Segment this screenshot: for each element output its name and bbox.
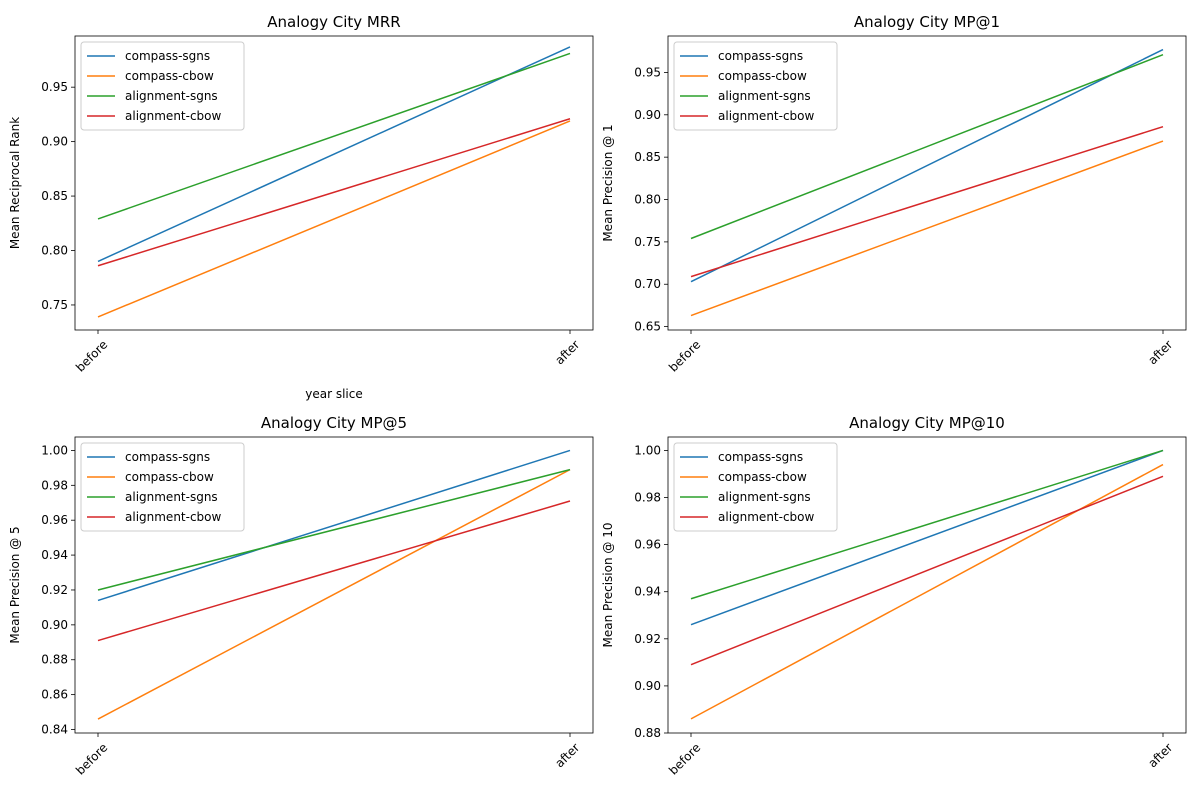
series-line-compass-sgns (690, 48, 1164, 283)
axes-frame (667, 35, 1187, 331)
chart-title: Analogy City MP@1 (854, 13, 1000, 31)
legend-label-alignment-sgns: alignment-sgns (718, 89, 811, 103)
y-tick-label: 0.88 (634, 726, 661, 740)
series-line-compass-sgns (97, 449, 571, 602)
y-tick-label: 0.80 (634, 193, 661, 207)
series-line-alignment-cbow (97, 500, 571, 642)
series-line-alignment-cbow (690, 125, 1164, 278)
legend: compass-sgns compass-cbow alignment-sgns al… (80, 442, 245, 532)
series-line-alignment-sgns (97, 468, 571, 591)
legend-label-alignment-sgns: alignment-sgns (125, 89, 218, 103)
legend-label-compass-cbow: compass-cbow (125, 470, 214, 484)
legend-label-alignment-cbow: alignment-cbow (718, 510, 815, 524)
x-tick-label-after: after (552, 337, 582, 367)
legend-box (673, 41, 838, 131)
y-axis-label: Mean Precision @ 10 (601, 523, 615, 648)
y-tick-label: 0.98 (41, 478, 68, 492)
legend-label-alignment-cbow: alignment-cbow (718, 109, 815, 123)
series-line-compass-cbow (690, 140, 1164, 317)
y-axis-label: Mean Precision @ 1 (601, 124, 615, 241)
y-tick-label: 0.92 (41, 583, 68, 597)
y-tick-label: 0.80 (41, 244, 68, 258)
legend: compass-sgns compass-cbow alignment-sgns al… (673, 442, 838, 532)
y-tick-label: 0.70 (634, 277, 661, 291)
chart-panel-1: Analogy City MRR 0.75 0.80 0.85 0.90 0.95 befo… (8, 13, 594, 401)
y-axis-label: Mean Precision @ 5 (8, 526, 22, 643)
legend-box (673, 442, 838, 532)
legend-label-alignment-cbow: alignment-cbow (125, 510, 222, 524)
x-tick-label-after: after (1145, 337, 1175, 367)
axes-frame (667, 436, 1187, 734)
legend-label-compass-sgns: compass-sgns (718, 49, 803, 63)
legend-label-compass-cbow: compass-cbow (125, 69, 214, 83)
axes-frame (74, 35, 594, 331)
chart-title: Analogy City MP@5 (261, 414, 407, 432)
y-tick-label: 0.90 (634, 108, 661, 122)
legend-box (80, 442, 245, 532)
series-line-alignment-sgns (690, 449, 1164, 600)
y-tick-label: 0.65 (634, 320, 661, 334)
y-tick-label: 0.88 (41, 653, 68, 667)
series-line-alignment-sgns (690, 53, 1164, 240)
y-tick-label: 0.95 (634, 65, 661, 79)
series-line-compass-cbow (97, 120, 571, 318)
x-tick-label-before: before (666, 337, 703, 374)
y-tick-label: 0.92 (634, 632, 661, 646)
y-tick-label: 1.00 (41, 443, 68, 457)
y-tick-label: 0.90 (41, 135, 68, 149)
legend: compass-sgns compass-cbow alignment-sgns al… (80, 41, 245, 131)
y-tick-label: 0.95 (41, 80, 68, 94)
y-tick-label: 0.90 (634, 679, 661, 693)
x-tick-label-after: after (1145, 740, 1175, 770)
y-tick-label: 0.94 (41, 548, 68, 562)
legend-label-alignment-sgns: alignment-sgns (718, 490, 811, 504)
x-tick-label-before: before (73, 337, 110, 374)
series-line-compass-sgns (690, 449, 1164, 626)
y-tick-label: 0.96 (634, 538, 661, 552)
chart-title: Analogy City MP@10 (849, 414, 1005, 432)
chart-panel-4: Analogy City MP@10 0.88 0.90 0.92 0.94 0.96 0.… (601, 414, 1187, 778)
y-tick-label: 0.84 (41, 723, 68, 737)
chart-title: Analogy City MRR (267, 13, 400, 31)
y-tick-label: 0.75 (41, 298, 68, 312)
legend-label-compass-sgns: compass-sgns (125, 49, 210, 63)
legend-label-compass-sgns: compass-sgns (125, 450, 210, 464)
chart-panel-2: Analogy City MP@1 0.65 0.70 0.75 0.80 0.85 0.9… (601, 13, 1187, 375)
x-axis-label: year slice (305, 387, 363, 401)
legend-label-compass-cbow: compass-cbow (718, 69, 807, 83)
y-tick-label: 0.96 (41, 513, 68, 527)
chart-panel-3: Analogy City MP@5 0.84 0.86 0.88 0.90 0.92 0.9… (8, 414, 594, 778)
series-line-alignment-sgns (97, 52, 571, 220)
legend: compass-sgns compass-cbow alignment-sgns al… (673, 41, 838, 131)
y-tick-label: 0.94 (634, 585, 661, 599)
legend-label-alignment-cbow: alignment-cbow (125, 109, 222, 123)
x-tick-label-before: before (73, 740, 110, 777)
legend-label-alignment-sgns: alignment-sgns (125, 490, 218, 504)
y-tick-label: 0.85 (41, 189, 68, 203)
legend-label-compass-cbow: compass-cbow (718, 470, 807, 484)
y-tick-label: 0.98 (634, 491, 661, 505)
y-axis-label: Mean Reciprocal Rank (8, 117, 22, 249)
y-tick-label: 0.85 (634, 150, 661, 164)
y-tick-label: 0.75 (634, 235, 661, 249)
y-tick-label: 1.00 (634, 443, 661, 457)
legend-label-compass-sgns: compass-sgns (718, 450, 803, 464)
y-tick-label: 0.86 (41, 688, 68, 702)
y-tick-label: 0.90 (41, 618, 68, 632)
x-tick-label-after: after (552, 740, 582, 770)
axes-frame (74, 436, 594, 734)
series-line-alignment-cbow (97, 118, 571, 267)
series-line-alignment-cbow (690, 475, 1164, 666)
series-line-compass-cbow (97, 468, 571, 720)
series-line-compass-sgns (97, 46, 571, 263)
x-tick-label-before: before (666, 740, 703, 777)
legend-box (80, 41, 245, 131)
